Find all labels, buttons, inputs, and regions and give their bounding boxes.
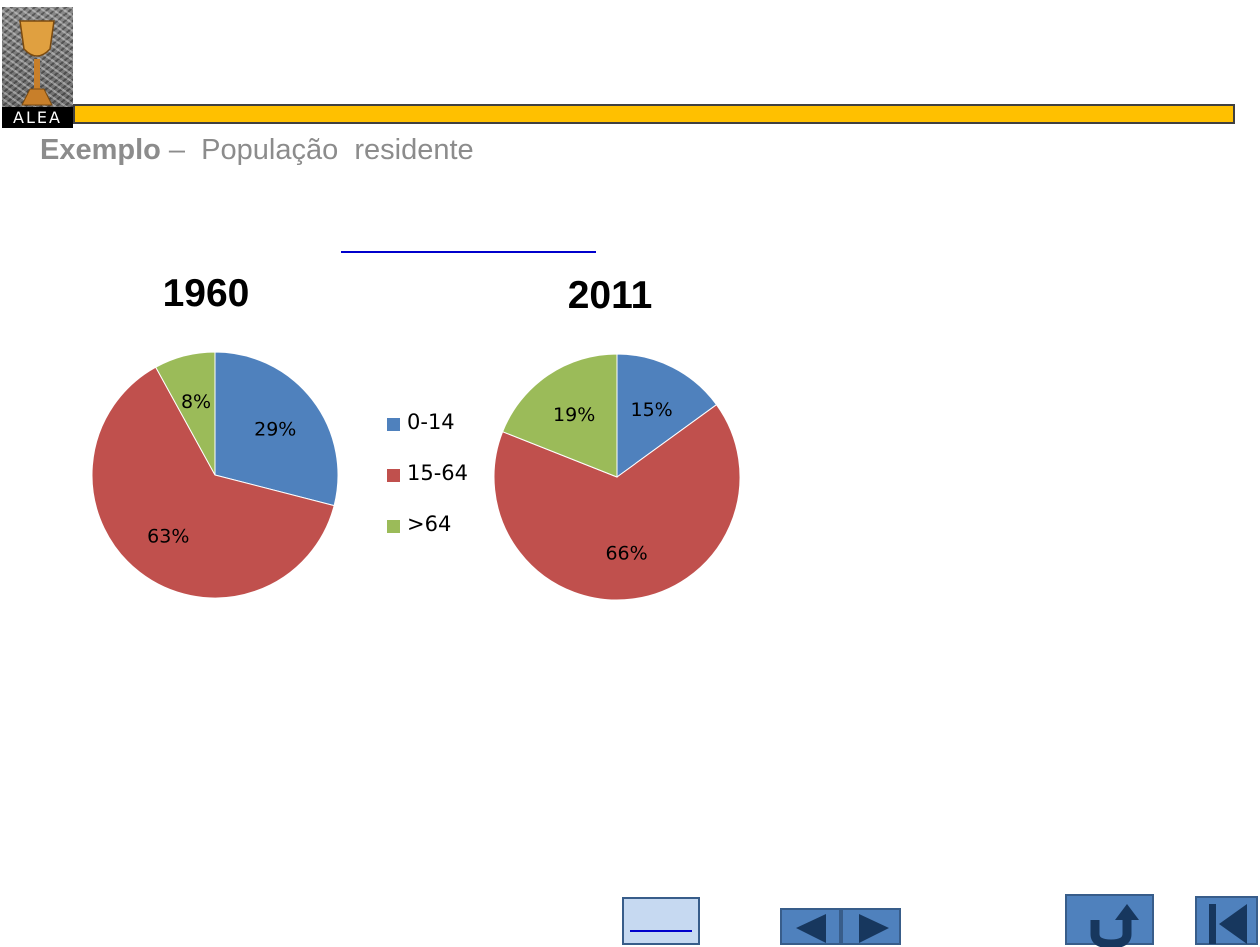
first-page-icon: [1209, 904, 1247, 944]
header-bar: [73, 104, 1235, 124]
logo-artwork: [2, 7, 73, 107]
pie-slice-gt64: [155, 351, 216, 476]
return-button[interactable]: [1065, 894, 1154, 947]
pie-slice-0-14: [214, 351, 339, 507]
pie-data-label: 8%: [181, 391, 211, 413]
logo-text: ALEA: [2, 107, 73, 128]
back-page-button[interactable]: [622, 897, 700, 945]
pie-slice-gt64: [501, 353, 618, 478]
pie-slice-15-64: [91, 366, 335, 599]
alea-logo: ALEA: [2, 7, 73, 128]
page-title: Exemplo – População residente: [40, 134, 474, 167]
legend-swatch: [387, 520, 400, 533]
pie-chart-2011: 15% 66% 19%: [493, 353, 741, 601]
legend-label: 0-14: [407, 410, 455, 434]
title-bold: Exemplo: [40, 134, 161, 166]
legend-swatch: [387, 418, 400, 431]
pie-title-2011: 2011: [567, 274, 653, 317]
first-page-button[interactable]: [1195, 896, 1258, 945]
legend-label: 15-64: [407, 461, 469, 485]
legend-label: >64: [407, 512, 452, 536]
pie-slice-0-14: [616, 353, 718, 478]
chalice-icon: [19, 20, 55, 106]
pie-data-label: 63%: [147, 525, 189, 547]
next-arrow-icon: [859, 914, 889, 943]
pie-data-label: 29%: [254, 418, 296, 440]
return-arrow-icon: [1090, 904, 1139, 947]
pie-chart-1960: 29% 63% 8%: [91, 351, 339, 599]
previous-button[interactable]: [780, 908, 841, 945]
previous-arrow-icon: [796, 914, 826, 943]
link-underline[interactable]: [341, 251, 596, 253]
title-rest: – População residente: [160, 134, 474, 166]
pie-title-1960: 1960: [162, 272, 250, 315]
pie-data-label: 66%: [605, 543, 647, 565]
pie-data-label: 19%: [553, 404, 595, 426]
back-page-icon: [630, 930, 692, 932]
pie-slice-15-64: [493, 404, 741, 601]
next-button[interactable]: [841, 908, 901, 945]
legend-swatch: [387, 469, 400, 482]
pie-data-label: 15%: [631, 399, 673, 421]
